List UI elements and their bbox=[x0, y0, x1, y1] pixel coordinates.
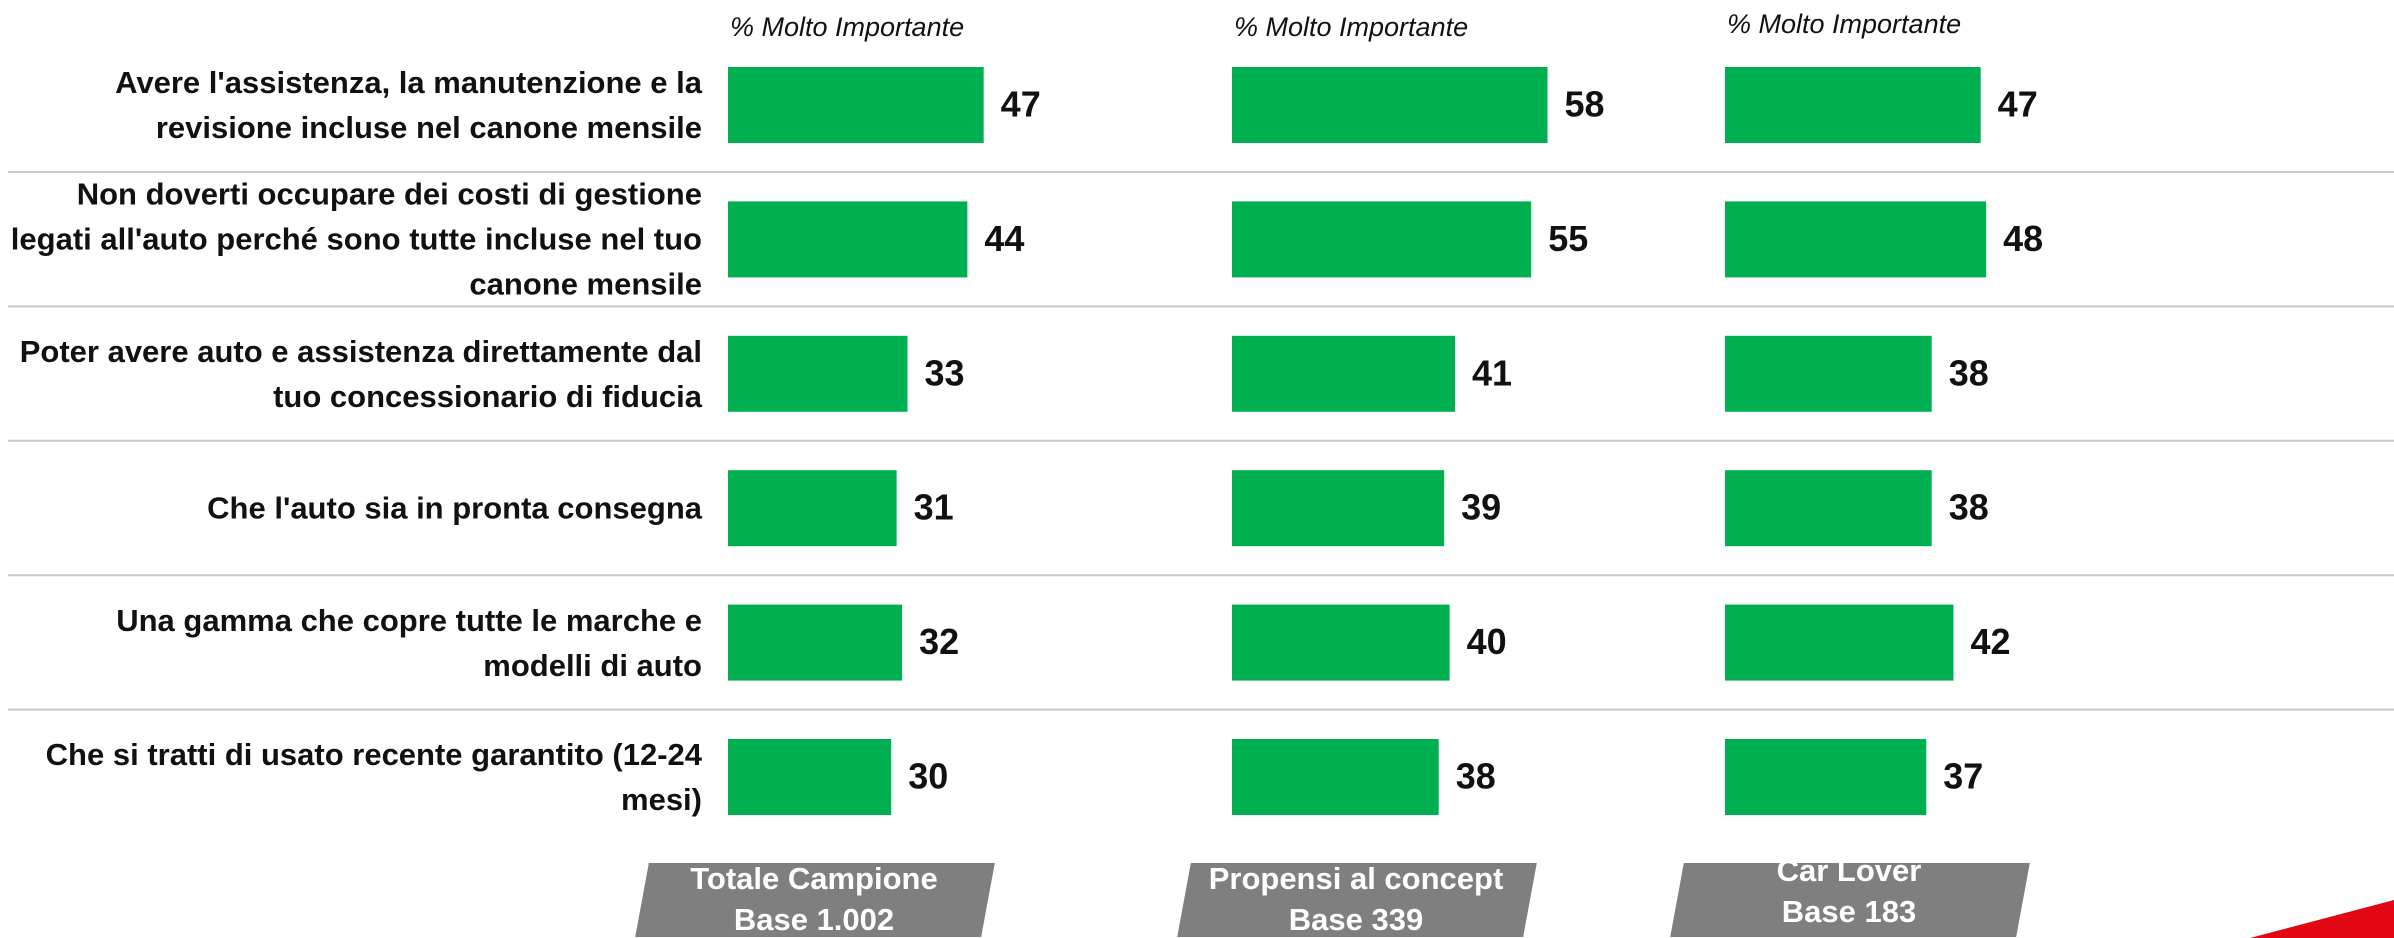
category-label: Non doverti occupare dei costi di gestio… bbox=[10, 176, 702, 302]
bar bbox=[1725, 739, 1927, 815]
bar bbox=[1232, 604, 1450, 681]
series-subtitle: % Molto Importante bbox=[730, 12, 964, 42]
value-label: 58 bbox=[1565, 84, 1605, 125]
bar bbox=[1232, 470, 1445, 547]
bar bbox=[1725, 335, 1932, 412]
bar bbox=[728, 739, 892, 815]
category-label: Una gamma che copre tutte le marche e mo… bbox=[116, 602, 702, 683]
value-label: 42 bbox=[1970, 621, 2010, 662]
series-tab bbox=[632, 861, 998, 938]
bar bbox=[728, 604, 903, 681]
value-label: 32 bbox=[919, 621, 959, 662]
bar bbox=[1232, 67, 1548, 143]
category-label: Che si tratti di usato recente garantito… bbox=[45, 737, 702, 817]
value-label: 39 bbox=[1461, 487, 1501, 528]
value-label: 48 bbox=[2003, 218, 2043, 259]
value-label: 38 bbox=[1949, 487, 1989, 528]
series-base: Base 183 bbox=[1782, 894, 1916, 929]
bar bbox=[1725, 67, 1981, 143]
series-tab bbox=[1174, 861, 1540, 938]
bar bbox=[1232, 201, 1532, 278]
value-label: 55 bbox=[1548, 218, 1588, 259]
bar bbox=[1725, 470, 1932, 547]
bar bbox=[728, 201, 968, 278]
series-tab bbox=[1667, 861, 2033, 938]
bar bbox=[1232, 739, 1439, 815]
value-label: 47 bbox=[1001, 84, 1041, 125]
bar bbox=[728, 470, 897, 547]
value-label: 40 bbox=[1467, 621, 1507, 662]
value-label: 44 bbox=[984, 218, 1024, 259]
value-label: 38 bbox=[1949, 352, 1989, 393]
value-label: 47 bbox=[1998, 84, 2038, 125]
series-base: Base 1.002 bbox=[734, 902, 894, 937]
value-label: 31 bbox=[914, 487, 954, 528]
category-label: Avere l'assistenza, la manutenzione e la… bbox=[115, 65, 702, 145]
bar bbox=[728, 335, 908, 412]
series-name: Totale Campione bbox=[690, 861, 937, 896]
bar bbox=[1725, 201, 1987, 278]
bar bbox=[728, 67, 984, 143]
bar bbox=[1725, 604, 1954, 681]
value-label: 33 bbox=[925, 352, 965, 393]
bar bbox=[1232, 335, 1456, 412]
value-label: 37 bbox=[1943, 756, 1983, 797]
category-label: Che l'auto sia in pronta consegna bbox=[207, 490, 702, 526]
series-subtitle: % Molto Importante bbox=[1727, 9, 1961, 39]
value-label: 41 bbox=[1472, 352, 1512, 393]
category-label: Poter avere auto e assistenza direttamen… bbox=[19, 333, 702, 414]
series-name: Propensi al concept bbox=[1209, 861, 1504, 896]
series-subtitle: % Molto Importante bbox=[1234, 12, 1468, 42]
decoration bbox=[2250, 900, 2394, 938]
series-base: Base 339 bbox=[1289, 902, 1423, 937]
value-label: 38 bbox=[1456, 756, 1496, 797]
series-name: Car Lover bbox=[1777, 853, 1922, 888]
value-label: 30 bbox=[908, 756, 948, 797]
